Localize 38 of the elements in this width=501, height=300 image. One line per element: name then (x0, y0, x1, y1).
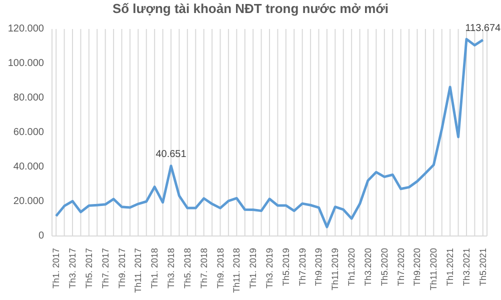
y-tick-label: 60.000 (13, 127, 44, 138)
x-tick-label: Th3. 2018 (166, 248, 176, 289)
x-tick-label: Th5. 2018 (182, 248, 192, 289)
x-tick-label: Th11. 2017 (133, 248, 144, 293)
x-tick-label: Th11.2020 (428, 248, 439, 290)
x-tick-label: Th3. 2019 (264, 248, 274, 289)
x-tick-label: Th1. 2019 (248, 248, 258, 289)
chart-title: Số lượng tài khoản NĐT trong nước mở mới (111, 1, 390, 17)
x-tick-label: Th3.2020 (362, 248, 373, 286)
data-label: 113.674 (465, 22, 501, 34)
x-tick-label: Th7.2020 (396, 248, 406, 286)
x-tick-label: Th1. 2018 (150, 248, 160, 289)
line-series (54, 38, 484, 228)
x-tick-label: Th3. 2017 (68, 248, 78, 289)
x-tick-label: Th5. 2017 (84, 248, 94, 289)
x-tick-label: Th9.2020 (412, 248, 422, 286)
x-tick-label: Th9.2019 (314, 248, 324, 286)
x-tick-label: Th3.2021 (461, 248, 472, 286)
x-tick-label: Th7. 2017 (100, 248, 110, 289)
x-tick-label: Th5.2020 (379, 248, 390, 286)
x-tick-label: Th7. 2018 (198, 248, 209, 289)
x-tick-label: Th1.2021 (445, 248, 456, 286)
x-tick-label: Th5.2021 (478, 248, 488, 286)
y-tick-label: 40.000 (13, 162, 44, 172)
x-tick-label: Th9. 2017 (116, 248, 127, 289)
x-tick-label: Th1.2020 (346, 248, 357, 286)
y-tick-label: 100.000 (8, 58, 44, 69)
y-tick-label: 0 (38, 230, 44, 242)
x-tick-label: Th11.2019 (330, 248, 340, 290)
x-tick-label: Th9. 2018 (215, 248, 226, 289)
y-tick-label: 120.000 (8, 24, 44, 34)
data-label: 40.651 (156, 148, 187, 160)
x-tick-label: Th11. 2018 (232, 248, 242, 293)
y-tick-label: 80.000 (13, 92, 44, 104)
x-tick-label: Th7.2019 (297, 248, 308, 286)
y-tick-label: 20.000 (13, 196, 44, 207)
x-tick-label: Th5.2019 (280, 248, 291, 286)
x-tick-label: Th1. 2017 (51, 248, 62, 289)
